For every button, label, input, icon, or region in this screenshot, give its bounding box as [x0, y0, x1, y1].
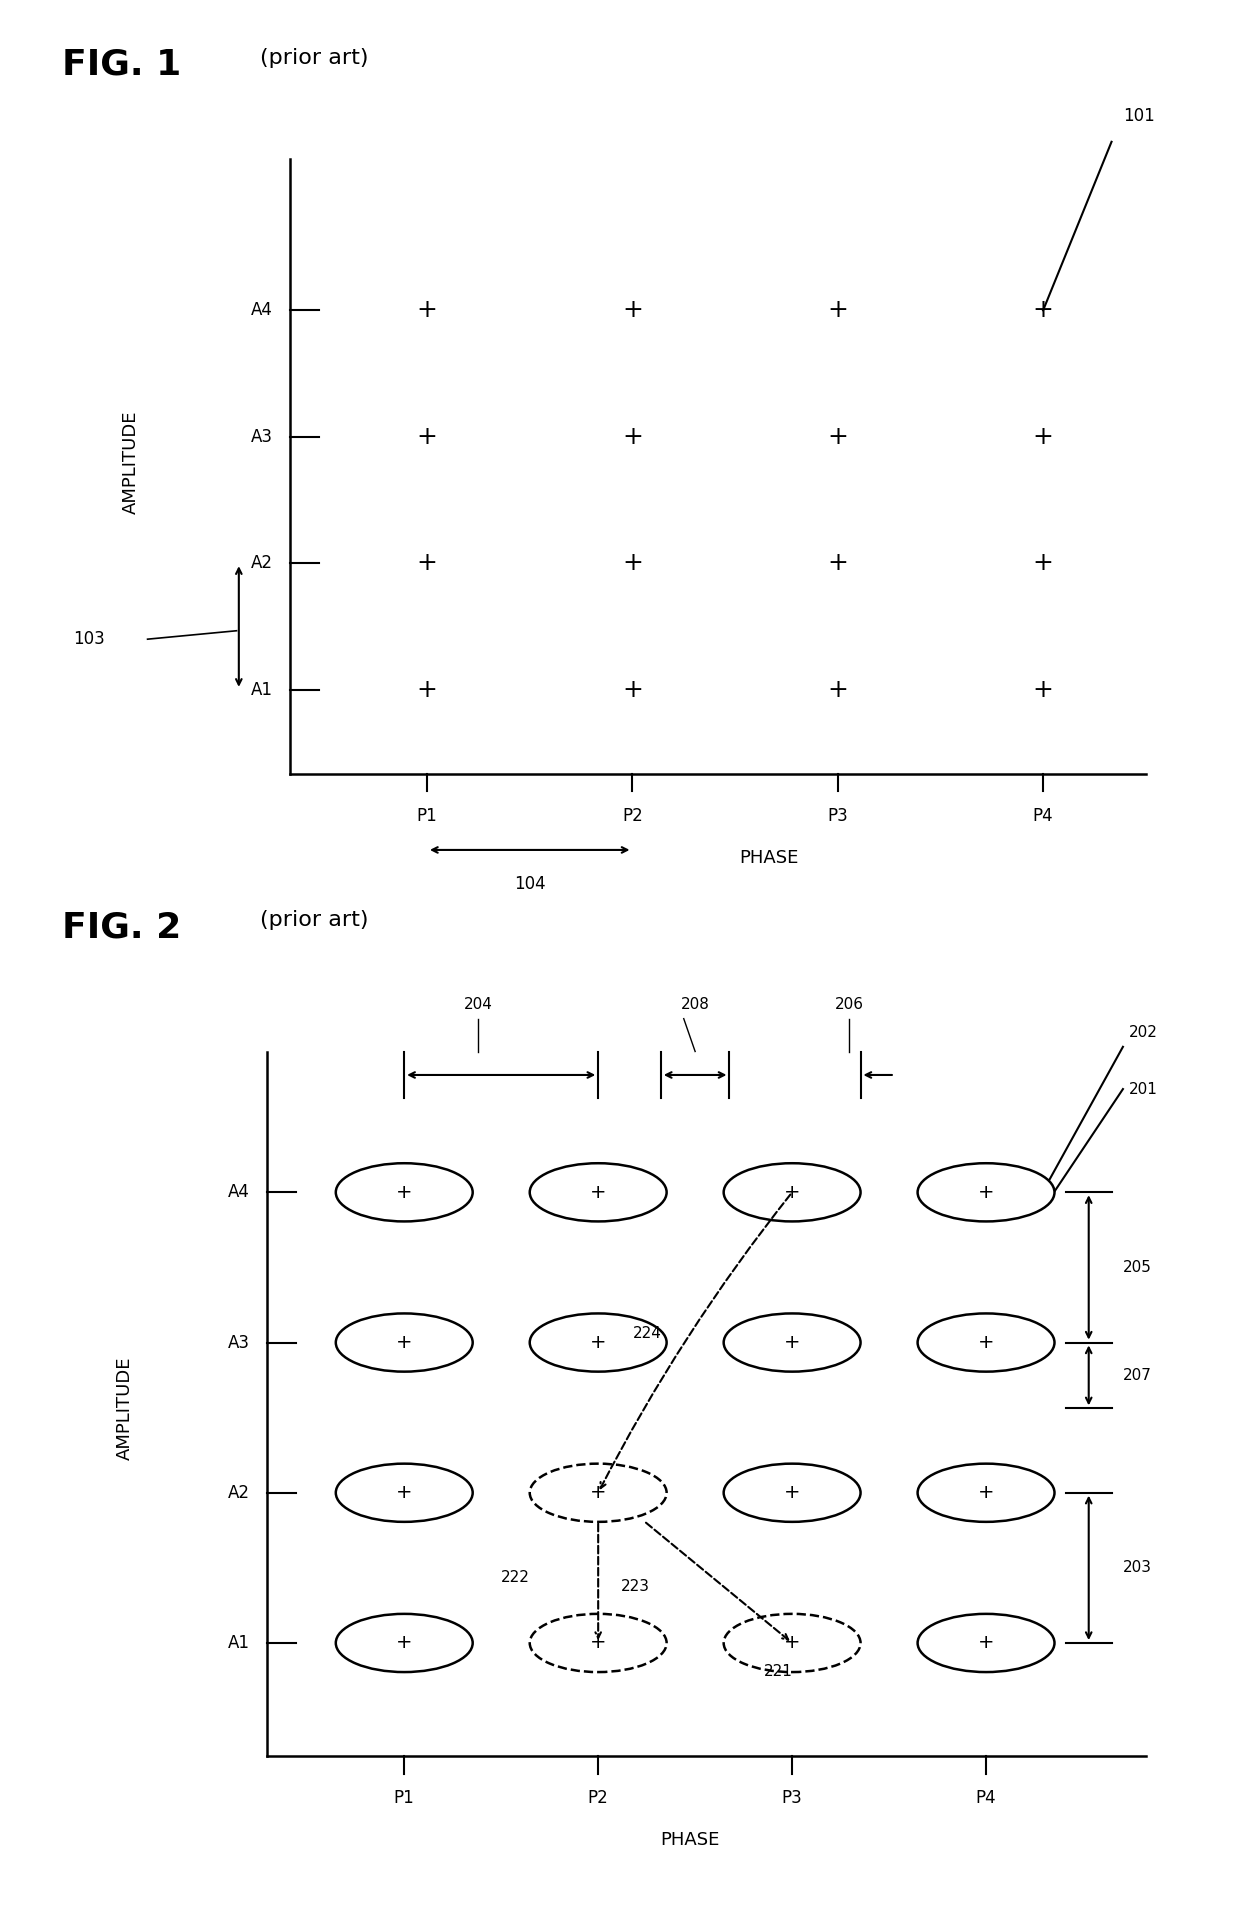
Text: +: +	[978, 1483, 994, 1502]
Text: A2: A2	[228, 1483, 250, 1502]
Text: A3: A3	[228, 1334, 250, 1351]
Text: 223: 223	[621, 1579, 650, 1594]
Text: +: +	[590, 1483, 606, 1502]
Ellipse shape	[724, 1464, 861, 1521]
Ellipse shape	[529, 1464, 667, 1521]
Ellipse shape	[529, 1163, 667, 1220]
Text: +: +	[827, 299, 848, 322]
Text: A3: A3	[250, 427, 273, 446]
Ellipse shape	[918, 1613, 1054, 1673]
Text: 205: 205	[1123, 1261, 1152, 1274]
Text: +: +	[417, 678, 438, 701]
Ellipse shape	[336, 1613, 472, 1673]
Text: 204: 204	[464, 996, 492, 1012]
Text: P2: P2	[588, 1790, 609, 1807]
Text: 104: 104	[513, 876, 546, 893]
Text: PHASE: PHASE	[660, 1832, 719, 1849]
Text: +: +	[396, 1182, 413, 1201]
Text: +: +	[417, 299, 438, 322]
Text: +: +	[827, 678, 848, 701]
Text: 222: 222	[501, 1569, 529, 1585]
Ellipse shape	[336, 1163, 472, 1220]
Text: +: +	[396, 1334, 413, 1353]
Ellipse shape	[529, 1613, 667, 1673]
Text: +: +	[622, 425, 642, 448]
Text: PHASE: PHASE	[739, 849, 799, 868]
Text: 207: 207	[1123, 1368, 1152, 1383]
Text: 203: 203	[1123, 1560, 1152, 1575]
Text: +: +	[590, 1334, 606, 1353]
Text: 103: 103	[73, 630, 105, 648]
Text: 221: 221	[764, 1663, 792, 1678]
Text: +: +	[1033, 425, 1054, 448]
Text: +: +	[417, 425, 438, 448]
Text: (prior art): (prior art)	[260, 910, 370, 929]
Text: (prior art): (prior art)	[260, 48, 370, 67]
Text: P1: P1	[417, 807, 438, 826]
Text: P3: P3	[781, 1790, 802, 1807]
Text: A4: A4	[252, 301, 273, 320]
Text: +: +	[590, 1182, 606, 1201]
Text: +: +	[827, 425, 848, 448]
Ellipse shape	[529, 1314, 667, 1372]
Text: 206: 206	[835, 996, 863, 1012]
Text: A4: A4	[228, 1184, 250, 1201]
Text: +: +	[1033, 678, 1054, 701]
Text: 208: 208	[681, 996, 709, 1012]
Text: +: +	[784, 1182, 800, 1201]
Text: P1: P1	[394, 1790, 414, 1807]
Text: FIG. 1: FIG. 1	[62, 48, 181, 82]
Text: +: +	[784, 1483, 800, 1502]
Ellipse shape	[918, 1464, 1054, 1521]
Text: P3: P3	[827, 807, 848, 826]
Ellipse shape	[918, 1163, 1054, 1220]
Text: A1: A1	[250, 680, 273, 699]
Text: A1: A1	[228, 1634, 250, 1652]
Text: +: +	[978, 1182, 994, 1201]
Text: A2: A2	[250, 554, 273, 573]
Text: +: +	[978, 1634, 994, 1652]
Text: AMPLITUDE: AMPLITUDE	[122, 410, 139, 513]
Text: +: +	[784, 1334, 800, 1353]
Text: FIG. 2: FIG. 2	[62, 910, 181, 945]
Text: 202: 202	[1128, 1025, 1157, 1040]
Text: P4: P4	[976, 1790, 997, 1807]
Text: +: +	[784, 1634, 800, 1652]
Ellipse shape	[918, 1314, 1054, 1372]
Text: +: +	[396, 1483, 413, 1502]
Text: +: +	[1033, 552, 1054, 575]
Text: +: +	[590, 1634, 606, 1652]
Text: 201: 201	[1128, 1081, 1157, 1096]
Ellipse shape	[724, 1163, 861, 1220]
Text: +: +	[622, 552, 642, 575]
Text: P4: P4	[1033, 807, 1054, 826]
Text: +: +	[827, 552, 848, 575]
Text: AMPLITUDE: AMPLITUDE	[115, 1357, 134, 1460]
Text: P2: P2	[622, 807, 642, 826]
Ellipse shape	[336, 1464, 472, 1521]
Text: +: +	[622, 678, 642, 701]
Ellipse shape	[724, 1613, 861, 1673]
Text: +: +	[1033, 299, 1054, 322]
Text: +: +	[396, 1634, 413, 1652]
Ellipse shape	[724, 1314, 861, 1372]
Text: 224: 224	[632, 1326, 661, 1341]
Text: 101: 101	[1123, 107, 1154, 125]
Text: +: +	[978, 1334, 994, 1353]
Text: +: +	[622, 299, 642, 322]
Text: +: +	[417, 552, 438, 575]
Ellipse shape	[336, 1314, 472, 1372]
